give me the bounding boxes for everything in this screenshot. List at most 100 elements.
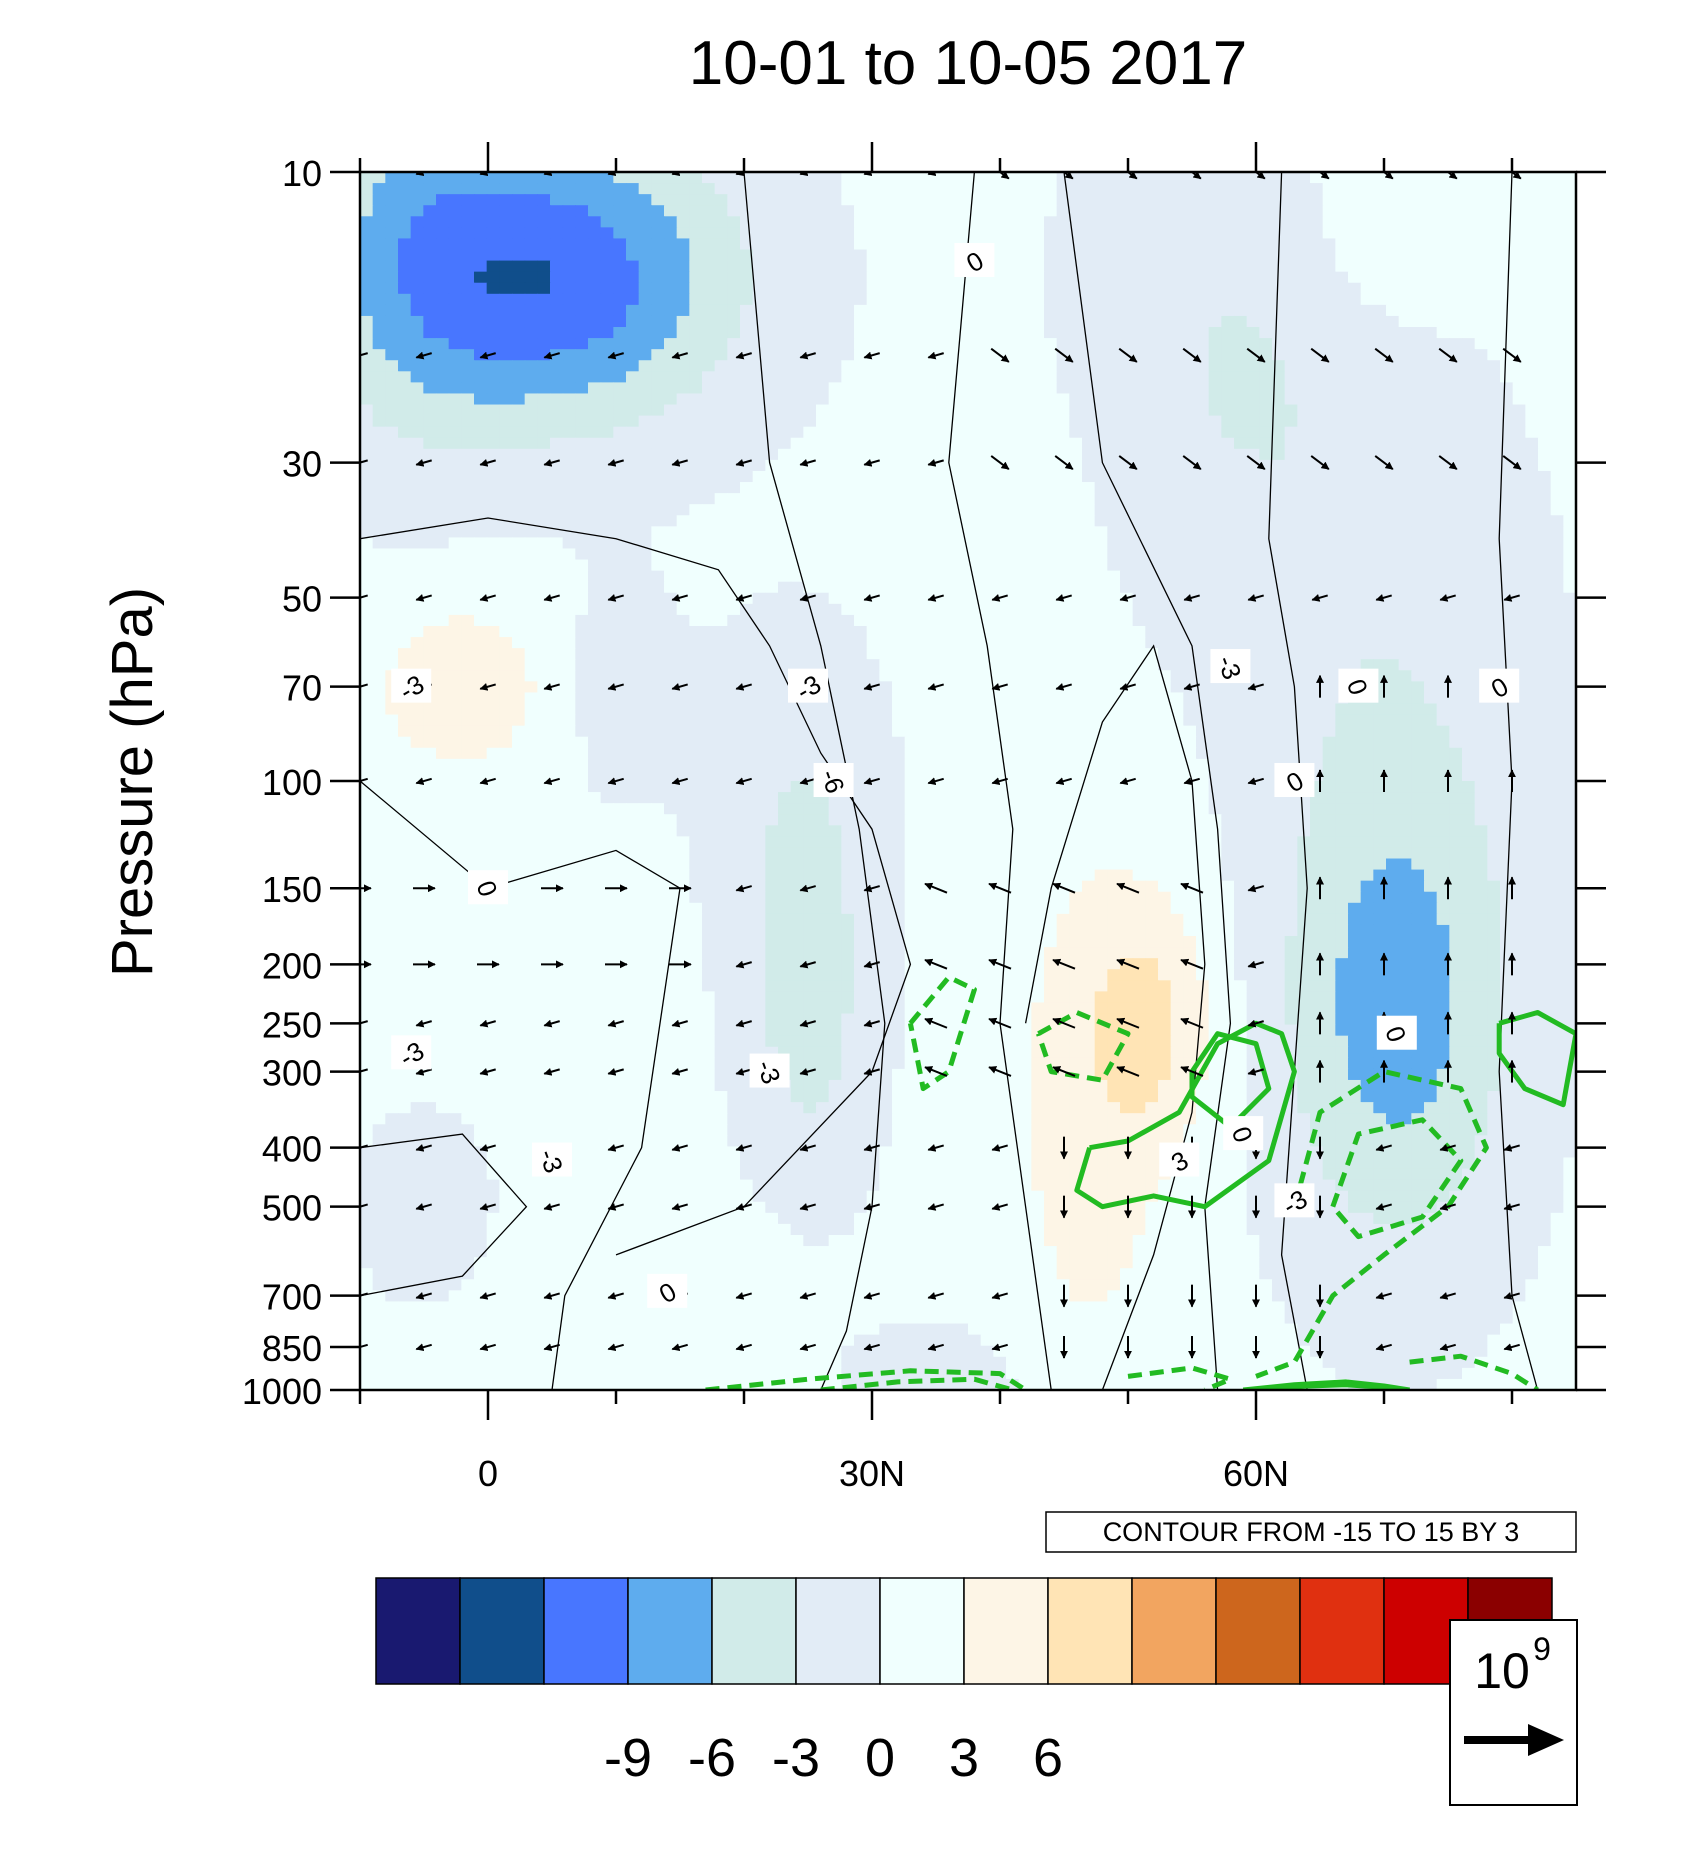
field-cell	[892, 404, 906, 417]
field-cell	[727, 415, 741, 428]
field-cell	[436, 448, 450, 461]
field-cell	[613, 415, 627, 428]
field-cell	[1056, 493, 1070, 505]
field-cell	[917, 637, 931, 649]
field-cell	[866, 227, 880, 240]
field-cell	[651, 172, 665, 184]
field-cell	[892, 448, 906, 461]
field-cell	[892, 714, 906, 727]
field-cell	[1500, 714, 1514, 727]
field-cell	[740, 625, 754, 638]
field-cell	[1056, 304, 1070, 317]
field-cell	[1018, 404, 1032, 417]
field-cell	[790, 183, 804, 195]
field-cell	[1284, 470, 1298, 483]
field-cell	[410, 570, 424, 583]
field-cell	[664, 282, 678, 295]
field-cell	[1449, 736, 1463, 749]
field-cell	[1310, 338, 1324, 350]
field-cell	[1563, 382, 1576, 395]
field-cell	[917, 338, 931, 350]
field-cell	[1170, 315, 1184, 328]
field-cell	[626, 293, 640, 306]
field-cell	[600, 393, 614, 406]
field-cell	[1234, 315, 1248, 328]
field-cell	[892, 282, 906, 295]
field-cell	[778, 703, 792, 716]
field-cell	[1512, 714, 1526, 727]
field-cell	[980, 349, 994, 361]
field-cell	[689, 692, 703, 705]
field-cell	[702, 426, 716, 439]
field-cell	[1107, 227, 1121, 240]
field-cell	[423, 205, 437, 217]
field-cell	[1474, 338, 1488, 350]
field-cell	[955, 714, 969, 727]
field-cell	[1183, 227, 1197, 240]
field-cell	[689, 360, 703, 372]
field-cell	[1145, 459, 1159, 472]
field-cell	[1056, 426, 1070, 439]
field-cell	[879, 714, 893, 727]
field-cell	[689, 415, 703, 428]
field-cell	[1234, 459, 1248, 472]
field-cell	[537, 670, 551, 682]
field-cell	[1462, 581, 1476, 594]
field-cell	[410, 304, 424, 317]
field-cell	[385, 659, 399, 671]
field-cell	[892, 459, 906, 472]
field-cell	[562, 371, 576, 383]
field-cell	[854, 559, 868, 572]
field-cell	[588, 172, 602, 184]
field-cell	[1259, 703, 1273, 716]
field-cell	[1525, 648, 1539, 660]
field-cell	[1436, 216, 1450, 228]
field-cell	[854, 293, 868, 306]
field-cell	[1525, 293, 1539, 306]
field-cell	[1196, 327, 1210, 339]
field-cell	[1018, 681, 1032, 694]
field-cell	[1094, 338, 1108, 350]
field-cell	[499, 249, 513, 262]
field-cell	[803, 271, 817, 284]
field-cell	[512, 703, 526, 716]
field-cell	[1335, 515, 1349, 527]
field-cell	[1056, 260, 1070, 273]
field-cell	[1462, 670, 1476, 682]
field-cell	[423, 548, 437, 561]
field-cell	[1056, 448, 1070, 461]
field-cell	[524, 183, 538, 195]
field-cell	[1145, 493, 1159, 505]
field-cell	[968, 725, 982, 738]
field-cell	[1234, 526, 1248, 538]
field-cell	[360, 216, 374, 228]
field-cell	[664, 537, 678, 550]
field-cell	[1221, 183, 1235, 195]
field-cell	[575, 238, 589, 251]
field-cell	[930, 282, 944, 295]
field-cell	[1373, 559, 1387, 572]
field-cell	[702, 515, 716, 527]
field-cell	[461, 448, 475, 461]
field-cell	[1322, 570, 1336, 583]
field-cell	[702, 293, 716, 306]
field-cell	[385, 349, 399, 361]
field-cell	[1221, 515, 1235, 527]
field-cell	[1196, 459, 1210, 472]
field-cell	[714, 315, 728, 328]
field-cell	[1500, 581, 1514, 594]
field-cell	[1512, 371, 1526, 383]
field-cell	[398, 293, 412, 306]
field-cell	[1525, 382, 1539, 395]
field-cell	[474, 271, 488, 284]
field-cell	[955, 515, 969, 527]
field-cell	[486, 725, 500, 738]
field-cell	[1044, 603, 1058, 616]
field-cell	[1069, 548, 1083, 561]
field-cell	[664, 681, 678, 694]
field-cell	[790, 637, 804, 649]
field-cell	[537, 625, 551, 638]
field-cell	[1424, 714, 1438, 727]
field-cell	[1525, 404, 1539, 417]
field-cell	[993, 493, 1007, 505]
